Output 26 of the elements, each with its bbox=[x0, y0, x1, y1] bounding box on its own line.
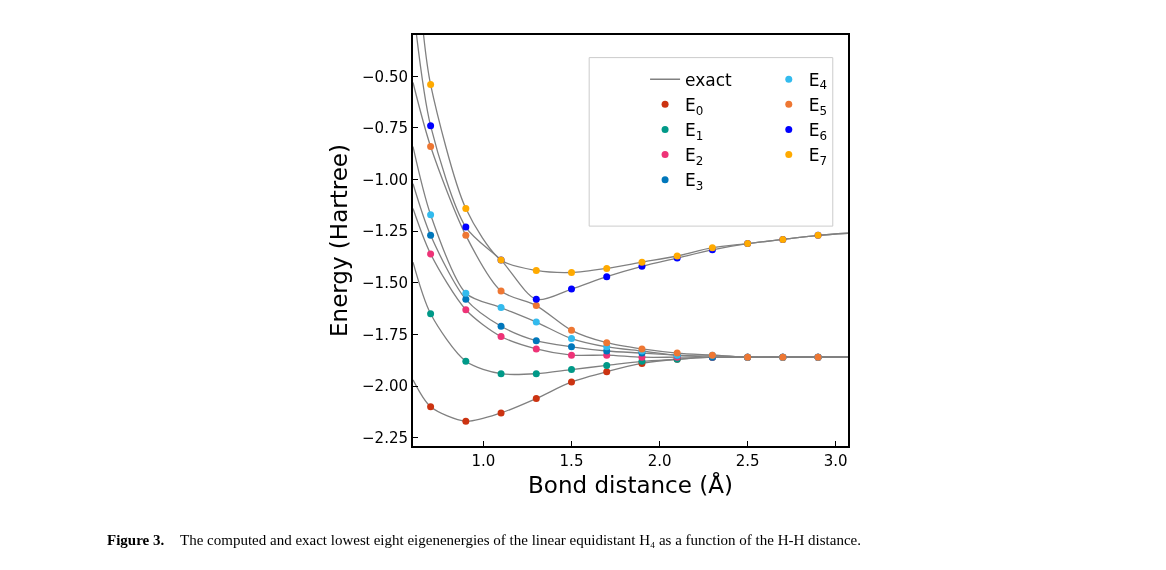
x-tick-label: 2.0 bbox=[647, 452, 672, 470]
y-tick-label: −2.00 bbox=[362, 377, 408, 396]
x-axis-title: Bond distance (Å) bbox=[528, 471, 733, 499]
legend-label: E$_{0}$ bbox=[685, 95, 704, 118]
legend-label: E$_{1}$ bbox=[685, 120, 704, 143]
x-tick-label: 2.5 bbox=[735, 452, 760, 470]
legend-label: E$_{3}$ bbox=[685, 170, 704, 193]
y-tick-label: −1.50 bbox=[362, 274, 408, 293]
legend-label: exact bbox=[685, 69, 733, 90]
legend-label: E$_{6}$ bbox=[808, 120, 828, 143]
x-tick-label: 1.0 bbox=[471, 452, 496, 470]
legend-label: E$_{7}$ bbox=[808, 145, 828, 168]
caption: Figure 3. bbox=[107, 532, 165, 548]
y-tick-label: −1.25 bbox=[362, 222, 408, 241]
y-axis-title: Energy (Hartree) bbox=[325, 144, 352, 337]
y-tick-label: −1.00 bbox=[362, 170, 408, 189]
x-tick-label: 1.5 bbox=[559, 452, 584, 470]
legend-label: E$_{5}$ bbox=[808, 95, 828, 118]
y-tick-label: −1.75 bbox=[362, 325, 408, 344]
legend-label: E$_{4}$ bbox=[808, 69, 828, 93]
legend-label: E$_{2}$ bbox=[685, 145, 704, 168]
y-tick-label: −0.75 bbox=[362, 119, 408, 138]
x-tick-label: 3.0 bbox=[823, 452, 848, 470]
y-tick-label: −0.50 bbox=[362, 67, 408, 86]
y-tick-label: −2.25 bbox=[362, 428, 408, 447]
text: The computed and exact lowest eight eigenenergies of the linear equidistant H₄ as a function of the H-H distance. bbox=[180, 532, 861, 548]
